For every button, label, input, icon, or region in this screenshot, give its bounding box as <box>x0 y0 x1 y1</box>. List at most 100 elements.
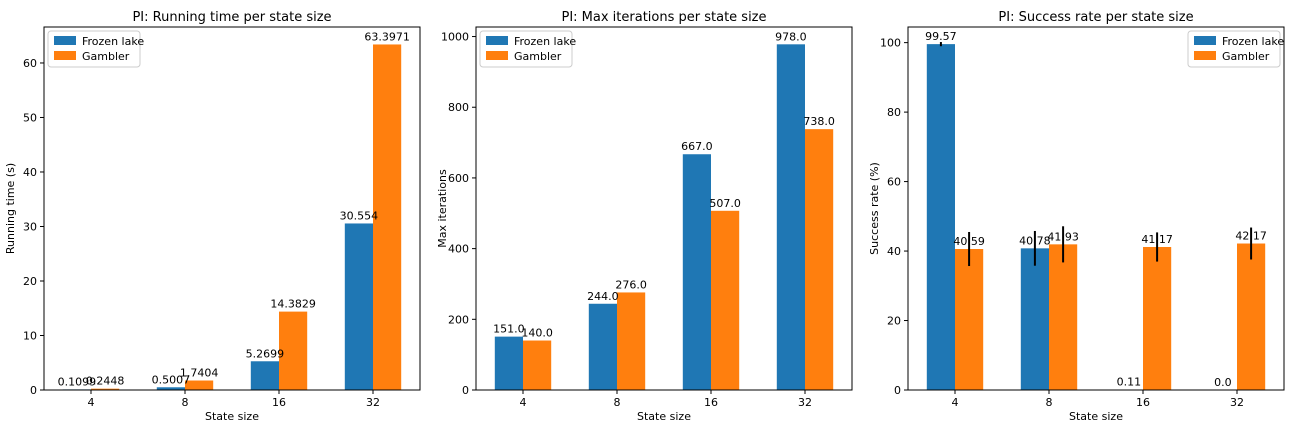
y-tick-label-100: 100 <box>880 37 901 50</box>
data-label-gambler-32: 42.17 <box>1235 230 1267 243</box>
x-axis-label: State size <box>637 410 691 423</box>
y-axis-label: Running time (s) <box>4 163 17 254</box>
x-tick-label-16: 16 <box>1136 396 1150 409</box>
data-label-frozen-lake-32: 978.0 <box>775 30 807 43</box>
plot-frame <box>43 26 421 391</box>
data-label-gambler-4: 0.2448 <box>86 375 125 388</box>
y-axis-label: Max iterations <box>436 169 449 248</box>
legend: Frozen lake Gambler <box>479 30 576 68</box>
x-tick-label-8: 8 <box>614 396 621 409</box>
data-label-gambler-4: 40.59 <box>953 235 985 248</box>
y-tick-label-20: 20 <box>887 315 901 328</box>
chart-panel-3: 99.57 40.78 0.11 0.0 40.59 41.93 41.17 42.17 4 8 1… <box>868 10 1285 423</box>
y-tick-label-800: 800 <box>448 101 469 114</box>
bar-gambler-4 <box>91 388 120 390</box>
data-label-frozen-lake-4: 99.57 <box>925 30 957 43</box>
data-label-gambler-32: 738.0 <box>803 115 835 128</box>
bar-frozen-lake-4 <box>926 44 955 390</box>
chart-title: PI: Running time per state size <box>132 10 331 25</box>
bar-gambler-16 <box>711 210 740 390</box>
y-tick-label-80: 80 <box>887 106 901 119</box>
bar-frozen-lake-4 <box>494 336 523 390</box>
legend-label-frozen-lake: Frozen lake <box>514 35 576 48</box>
y-tick-label-50: 50 <box>23 111 37 124</box>
y-tick-label-0: 0 <box>462 384 469 397</box>
bar-frozen-lake-16 <box>250 361 279 390</box>
data-label-frozen-lake-32: 30.554 <box>340 209 379 222</box>
data-label-frozen-lake-4: 0.1099 <box>58 375 97 388</box>
bar-frozen-lake-32 <box>344 223 373 390</box>
data-label-gambler-8: 41.93 <box>1047 230 1079 243</box>
legend: Frozen lake Gambler <box>1187 30 1284 68</box>
x-tick-label-4: 4 <box>88 396 95 409</box>
data-label-gambler-16: 41.17 <box>1141 233 1173 246</box>
x-tick-label-4: 4 <box>520 396 527 409</box>
data-label-frozen-lake-4: 151.0 <box>493 323 525 336</box>
data-label-frozen-lake-8: 40.78 <box>1019 234 1051 247</box>
x-tick-label-4: 4 <box>952 396 959 409</box>
bar-gambler-16 <box>1143 246 1172 390</box>
y-tick-label-600: 600 <box>448 172 469 185</box>
chart-panel-2: 151.0 244.0 667.0 978.0 140.0 276.0 507.0 738.0… <box>436 10 853 423</box>
y-tick-label-1000: 1000 <box>441 31 469 44</box>
data-label-frozen-lake-8: 244.0 <box>587 290 619 303</box>
data-label-gambler-8: 276.0 <box>615 278 647 291</box>
x-axis-label: State size <box>205 410 259 423</box>
legend-label-gambler: Gambler <box>514 50 562 63</box>
y-tick-label-30: 30 <box>23 220 37 233</box>
legend-swatch-gambler <box>54 51 76 60</box>
y-tick-label-60: 60 <box>887 176 901 189</box>
bar-frozen-lake-32 <box>776 44 805 391</box>
data-label-frozen-lake-16: 667.0 <box>681 140 713 153</box>
x-tick-label-8: 8 <box>1046 396 1053 409</box>
x-tick-label-32: 32 <box>1230 396 1244 409</box>
y-axis-label: Success rate (%) <box>868 162 881 255</box>
y-tick-label-40: 40 <box>23 166 37 179</box>
chart-title: PI: Max iterations per state size <box>561 10 766 25</box>
bar-gambler-4 <box>955 249 984 390</box>
x-tick-label-16: 16 <box>704 396 718 409</box>
legend-swatch-gambler <box>1194 51 1216 60</box>
legend-swatch-gambler <box>486 51 508 60</box>
legend-label-gambler: Gambler <box>82 50 130 63</box>
data-label-gambler-8: 1.7404 <box>180 367 219 380</box>
y-tick-label-10: 10 <box>23 329 37 342</box>
x-tick-label-16: 16 <box>272 396 286 409</box>
data-label-gambler-16: 14.3829 <box>270 298 316 311</box>
data-label-gambler-4: 140.0 <box>521 327 553 340</box>
bar-gambler-32 <box>373 44 402 391</box>
bar-frozen-lake-8 <box>1020 248 1049 390</box>
bar-gambler-16 <box>279 311 308 390</box>
plot-frame <box>907 26 1285 391</box>
x-axis-label: State size <box>1069 410 1123 423</box>
bar-frozen-lake-8 <box>588 303 617 390</box>
x-tick-label-32: 32 <box>798 396 812 409</box>
plot-frame <box>475 26 853 391</box>
data-label-frozen-lake-8: 0.5007 <box>152 373 191 386</box>
legend-swatch-frozen-lake <box>1194 36 1216 45</box>
bar-gambler-8 <box>185 380 214 390</box>
x-tick-label-8: 8 <box>182 396 189 409</box>
data-label-frozen-lake-16: 5.2699 <box>246 347 285 360</box>
y-tick-label-60: 60 <box>23 57 37 70</box>
legend-label-frozen-lake: Frozen lake <box>1222 35 1284 48</box>
data-label-frozen-lake-32: 0.0 <box>1214 376 1232 389</box>
y-tick-label-0: 0 <box>894 384 901 397</box>
y-tick-label-40: 40 <box>887 245 901 258</box>
bar-gambler-8 <box>1049 244 1078 390</box>
bar-gambler-32 <box>1237 243 1266 390</box>
data-label-frozen-lake-16: 0.11 <box>1117 376 1142 389</box>
legend-label-gambler: Gambler <box>1222 50 1270 63</box>
bar-frozen-lake-8 <box>156 387 185 390</box>
bar-frozen-lake-16 <box>682 154 711 390</box>
legend-label-frozen-lake: Frozen lake <box>82 35 144 48</box>
y-tick-label-200: 200 <box>448 313 469 326</box>
bar-gambler-8 <box>617 292 646 390</box>
chart-title: PI: Success rate per state size <box>998 10 1193 25</box>
data-label-gambler-32: 63.3971 <box>364 30 410 43</box>
chart-panel-1: 0.1099 0.5007 5.2699 30.554 0.2448 1.7404 14.3… <box>4 10 421 423</box>
y-tick-label-400: 400 <box>448 243 469 256</box>
legend-swatch-frozen-lake <box>486 36 508 45</box>
bar-gambler-4 <box>523 340 552 390</box>
